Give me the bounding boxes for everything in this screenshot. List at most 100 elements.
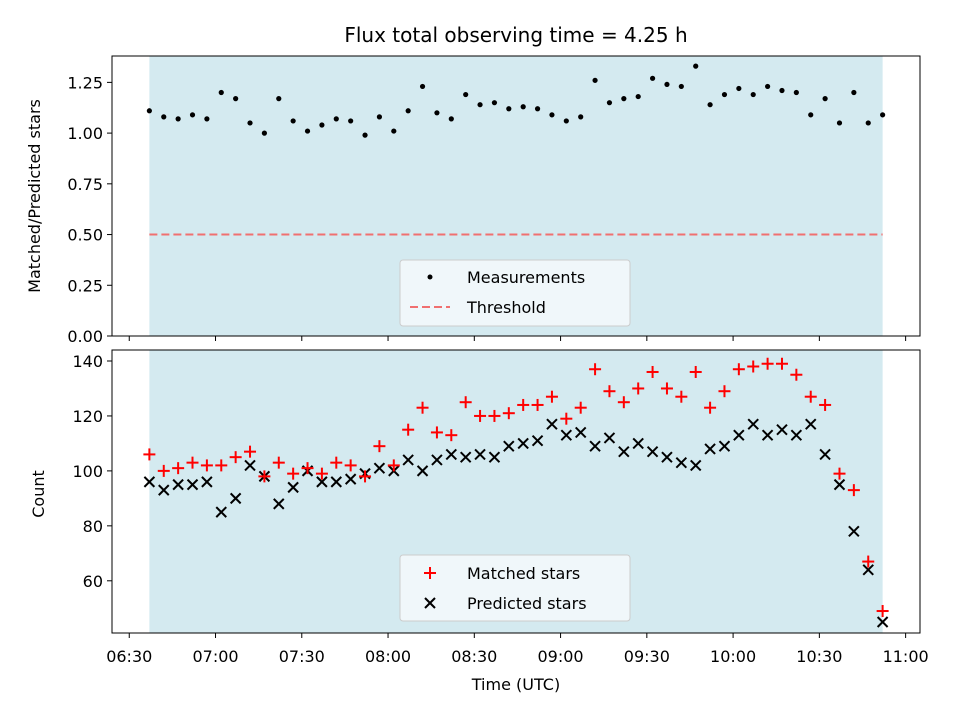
bottom-panel-y-ticks: 60 80 100 120 140 [72,352,112,591]
measurement-point [218,89,224,96]
x-tick-label: 11:00 [883,647,929,666]
bottom-panel: 06:30 07:00 07:30 08:00 08:30 09:00 09:30 10:00… [29,349,929,694]
predicted-x-stroke [244,459,256,472]
predicted-star-point [416,465,429,477]
predicted-x-stroke [646,445,659,458]
y-tick-label: 0.50 [67,226,103,245]
matched-star-point [258,470,271,483]
predicted-x-stroke [172,478,184,491]
matched-star-point [474,409,487,422]
matched-star-point [172,462,185,475]
measurement-point [880,112,886,118]
matched-star-point [488,409,501,422]
measurement-point [304,128,311,134]
measurement-point [333,116,339,122]
measurement-point [175,116,181,122]
predicted-star-point [819,448,831,461]
predicted-star-point [589,440,601,452]
measurement-point [678,83,684,90]
bottom-panel-x-ticks: 06:30 07:00 07:30 08:00 08:30 09:00 09:30 10:00… [106,633,929,666]
matched-star-point [315,467,328,480]
top-panel-x-ticks [128,336,907,341]
matched-star-point [143,448,156,461]
chart-title: Flux total observing time = 4.25 h [344,23,687,47]
legend-predicted-label: Predicted stars [467,594,587,613]
matched-star-point [373,440,386,453]
predicted-x-stroke [459,451,472,463]
predicted-star-point [445,448,458,461]
predicted-x-stroke [158,484,170,496]
measurement-point [693,63,699,69]
matched-star-point [704,401,717,414]
measurement-point [649,75,656,81]
predicted-star-point [503,440,515,452]
y-tick-label: 120 [72,407,103,426]
predicted-star-point [488,451,501,463]
predicted-x-stroke [287,481,299,494]
measurement-point [721,91,728,98]
matched-star-point [330,456,343,469]
matched-star-point [344,459,357,472]
predicted-x-stroke [186,478,199,491]
predicted-x-stroke [661,451,673,463]
measurement-point [578,114,584,120]
predicted-x-stroke [733,429,745,441]
measurement-point [204,116,210,122]
measurement-point [765,83,771,90]
predicted-star-point [632,437,644,450]
predicted-x-stroke [718,440,731,452]
matched-star-point [790,368,803,381]
measurement-point [506,106,512,112]
predicted-star-point [459,451,472,463]
predicted-star-point [215,506,227,518]
predicted-x-stroke [546,418,558,430]
bottom-panel-marks [143,357,889,628]
x-tick-label: 07:00 [192,647,238,666]
measurement-point [233,96,239,102]
predicted-star-point [574,426,587,439]
x-tick-label: 10:30 [796,647,842,666]
legend-measurements-label: Measurements [467,268,585,287]
matched-star-point [833,467,846,480]
matched-star-point [459,396,472,409]
predicted-star-point [747,418,759,430]
measurement-point [189,112,196,118]
predicted-star-point [373,462,386,474]
measurement-point [793,89,799,96]
legend-threshold-label: Threshold [466,298,546,317]
measurement-point [463,91,469,98]
measurement-point [146,108,152,114]
y-tick-label: 60 [83,572,103,591]
predicted-x-stroke [747,418,759,430]
predicted-x-stroke [229,492,242,505]
measurement-point [534,106,541,112]
predicted-star-point [330,476,342,488]
predicted-x-stroke [675,456,688,469]
y-tick-label: 100 [72,462,103,481]
top-panel-frame [111,55,921,337]
measurement-point [434,110,440,116]
measurement-point [491,100,498,106]
predicted-star-point [560,429,573,441]
predicted-star-point [517,437,529,450]
predicted-star-point [186,478,199,491]
predicted-x-stroke [474,448,486,461]
matched-star-point [287,467,300,480]
predicted-star-point [862,564,874,576]
predicted-star-point [546,418,558,430]
predicted-star-point [201,476,213,488]
predicted-x-stroke [402,454,414,466]
predicted-x-stroke [805,418,817,430]
predicted-x-stroke [531,434,544,447]
predicted-star-point [158,484,170,496]
matched-star-point [589,363,602,376]
predicted-x-stroke [603,432,616,444]
predicted-x-stroke [776,423,788,436]
predicted-star-point [431,454,443,466]
measurement-point [405,108,411,114]
legend-plus-marker [424,567,436,579]
y-tick-label: 80 [83,517,103,536]
matched-star-point [732,363,745,376]
matched-star-point [675,390,688,403]
predicted-x-stroke [618,445,630,458]
